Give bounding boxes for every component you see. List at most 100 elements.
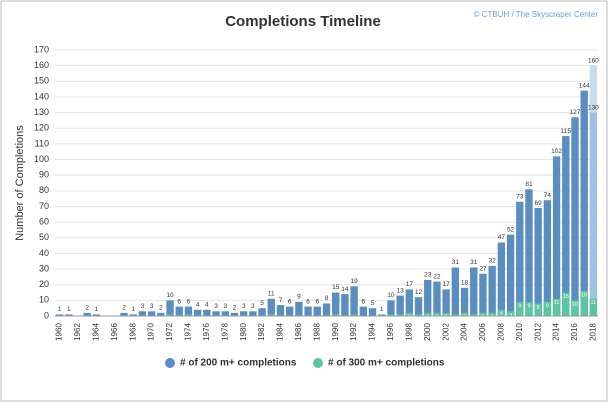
bar	[129, 314, 137, 316]
bar	[341, 294, 349, 316]
bar	[175, 306, 183, 316]
value-label: 73	[516, 193, 524, 200]
bar	[451, 267, 460, 316]
value-label: 11	[591, 300, 597, 306]
value-label: 127	[570, 109, 581, 116]
bar	[571, 117, 579, 317]
value-label: 11	[554, 300, 560, 306]
y-tick-label: 150	[34, 76, 49, 86]
x-tick-label: 1992	[349, 323, 358, 341]
value-label: 9	[518, 303, 521, 309]
bar	[571, 300, 579, 316]
value-label: 15	[563, 294, 569, 300]
x-tick-label: 2016	[570, 323, 579, 341]
legend-marker	[313, 358, 323, 368]
bar	[497, 309, 506, 316]
x-tick-label: 1966	[110, 323, 119, 341]
legend-label: # of 200 m+ completions	[180, 358, 297, 369]
value-label: 74	[544, 192, 552, 199]
value-label: 2	[491, 314, 494, 320]
value-label: 3	[214, 303, 218, 310]
value-label: 9	[297, 294, 301, 301]
value-label: 31	[470, 259, 478, 266]
value-label: 144	[579, 82, 590, 89]
value-label: 6	[306, 298, 310, 305]
value-label: 10	[387, 292, 395, 299]
bar	[589, 298, 598, 316]
value-label: 8	[325, 295, 329, 302]
value-label: 23	[424, 272, 432, 279]
y-tick-label: 130	[34, 107, 49, 117]
bar	[286, 306, 294, 316]
value-label: 1	[187, 316, 190, 322]
bar	[258, 308, 266, 316]
value-label: 8	[537, 305, 540, 311]
value-label: 10	[572, 302, 578, 308]
value-label: 10	[166, 292, 174, 299]
x-tick-label: 1962	[73, 323, 82, 341]
x-tick-label: 1982	[257, 323, 266, 341]
x-tick-label: 1976	[202, 323, 211, 341]
value-label: 1	[334, 316, 337, 322]
value-label: 2	[122, 305, 126, 312]
bar	[55, 314, 64, 316]
value-label: 1	[380, 306, 384, 313]
bar	[65, 314, 73, 316]
value-label: 17	[406, 281, 414, 288]
value-label: 1	[399, 316, 402, 322]
value-label: 1	[454, 316, 457, 322]
value-label: 6	[315, 298, 319, 305]
bar	[295, 301, 303, 316]
bar	[120, 312, 128, 316]
value-label: 5	[371, 300, 375, 307]
bar	[589, 65, 598, 316]
value-label: 2	[426, 314, 429, 320]
bar	[534, 303, 542, 316]
x-tick-label: 1996	[386, 323, 395, 341]
bar	[368, 308, 377, 316]
bar	[267, 298, 275, 316]
value-label: 32	[489, 258, 497, 265]
bar	[552, 298, 561, 316]
bar	[580, 90, 588, 317]
value-label: 4	[196, 301, 200, 308]
bar	[470, 267, 478, 316]
bar	[479, 273, 487, 316]
bar	[396, 314, 404, 316]
value-label: 1	[95, 306, 99, 313]
value-label: 9	[546, 303, 549, 309]
bar	[516, 201, 524, 316]
bar	[414, 297, 423, 316]
bar	[396, 295, 404, 316]
value-label: 1	[472, 316, 475, 322]
bar	[239, 311, 248, 316]
bar	[442, 289, 450, 316]
value-label: 15	[332, 284, 340, 291]
bar	[433, 312, 441, 316]
legend-marker	[165, 358, 175, 368]
x-tick-label: 2004	[460, 323, 469, 341]
value-label: 12	[415, 289, 423, 296]
bar	[562, 292, 570, 316]
y-tick-label: 80	[39, 185, 49, 195]
value-label: 47	[498, 234, 506, 241]
value-label: 2	[481, 314, 484, 320]
x-tick-label: 2000	[423, 323, 432, 341]
bar	[562, 136, 570, 316]
bar	[350, 314, 358, 316]
y-axis-label: Number of Completions	[14, 125, 26, 241]
bar	[580, 290, 588, 316]
bar	[460, 312, 469, 316]
value-label: 52	[507, 226, 515, 233]
bar	[313, 306, 321, 316]
value-label: 3	[242, 303, 246, 310]
bar	[460, 287, 469, 316]
value-label: 115	[561, 128, 572, 135]
bar	[543, 200, 552, 316]
bar	[92, 314, 101, 316]
value-label: 1	[131, 306, 135, 313]
value-label: 1	[353, 316, 356, 322]
value-label: 1	[67, 306, 71, 313]
bar	[276, 305, 285, 316]
